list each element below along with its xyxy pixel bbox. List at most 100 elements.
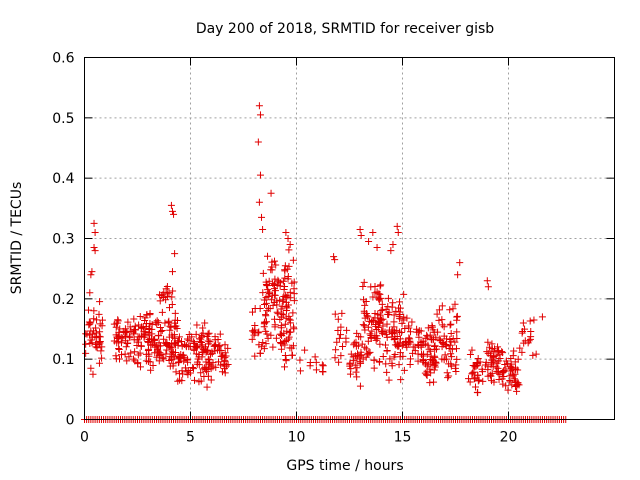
data-point: [435, 316, 443, 324]
data-point: [214, 358, 222, 366]
data-point: [352, 368, 360, 376]
y-tick-label: 0.5: [52, 111, 74, 127]
data-point: [388, 326, 396, 334]
data-point: [290, 290, 298, 298]
data-point-outlier: [387, 247, 395, 255]
data-point: [442, 341, 450, 349]
data-point: [360, 278, 368, 286]
data-point: [331, 354, 339, 362]
data-point: [346, 360, 354, 368]
data-point: [377, 294, 385, 302]
y-tick-label: 0.4: [52, 171, 74, 187]
data-point: [476, 358, 484, 366]
data-point: [286, 316, 294, 324]
data-point: [494, 347, 502, 355]
data-point: [360, 296, 368, 304]
data-point: [270, 285, 278, 293]
data-point: [366, 330, 374, 338]
data-point: [367, 334, 375, 342]
data-point: [446, 336, 454, 344]
data-point: [396, 298, 404, 306]
data-point: [155, 357, 163, 365]
data-point: [202, 358, 210, 366]
data-point: [411, 343, 419, 351]
data-point: [263, 330, 271, 338]
data-point: [268, 296, 276, 304]
data-point: [426, 379, 434, 387]
data-point: [400, 316, 408, 324]
data-point: [270, 291, 278, 299]
data-point: [271, 257, 279, 265]
data-point: [190, 346, 198, 354]
data-point: [419, 337, 427, 345]
data-point: [397, 328, 405, 336]
data-point: [471, 375, 479, 383]
data-point: [182, 343, 190, 351]
data-point: [424, 341, 432, 349]
data-point: [451, 364, 459, 372]
data-point: [216, 330, 224, 338]
data-point: [373, 288, 381, 296]
data-point: [262, 340, 270, 348]
data-point: [445, 345, 453, 353]
data-point: [384, 294, 392, 302]
y-tick-label: 0.3: [52, 232, 74, 248]
data-point: [175, 358, 183, 366]
data-point: [193, 321, 201, 329]
data-point: [351, 352, 359, 360]
data-point: [394, 304, 402, 312]
data-point: [508, 381, 516, 389]
data-point: [376, 282, 384, 290]
data-point: [162, 296, 170, 304]
data-point: [165, 356, 173, 364]
data-point-outlier: [267, 189, 275, 197]
data-points: [81, 102, 570, 423]
data-point: [489, 353, 497, 361]
data-point: [207, 376, 215, 384]
data-point: [481, 361, 489, 369]
data-point: [337, 331, 345, 339]
data-point: [339, 343, 347, 351]
data-point: [160, 288, 168, 296]
data-point: [280, 285, 288, 293]
data-point: [405, 334, 413, 342]
data-point: [383, 333, 391, 341]
data-point: [251, 322, 259, 330]
data-point: [447, 350, 455, 358]
data-point: [364, 323, 372, 331]
data-point: [141, 328, 149, 336]
data-point: [281, 320, 289, 328]
data-point: [390, 336, 398, 344]
data-point: [281, 266, 289, 274]
data-point: [279, 277, 287, 285]
data-point: [353, 329, 361, 337]
data-point: [353, 364, 361, 372]
data-point: [165, 304, 173, 312]
data-point-outlier: [530, 316, 538, 324]
data-point: [368, 318, 376, 326]
data-point: [338, 309, 346, 317]
data-point: [271, 315, 279, 323]
data-point: [98, 354, 106, 362]
data-point: [280, 293, 288, 301]
data-point-outlier: [369, 228, 377, 236]
chart-title: Day 200 of 2018, SRMTID for receiver gis…: [196, 21, 494, 37]
data-point: [488, 340, 496, 348]
data-point: [335, 334, 343, 342]
data-point: [363, 312, 371, 320]
data-point-outlier: [86, 289, 94, 297]
data-point-outlier: [365, 238, 373, 246]
data-point: [269, 301, 277, 309]
data-point: [146, 311, 154, 319]
data-point: [318, 361, 326, 369]
data-point: [148, 335, 156, 343]
data-point: [284, 275, 292, 283]
data-point: [266, 290, 274, 298]
data-point: [532, 350, 540, 358]
data-point: [158, 308, 166, 316]
data-point: [129, 355, 137, 363]
data-point: [383, 347, 391, 355]
data-point: [415, 333, 423, 341]
data-point: [374, 310, 382, 318]
data-point: [526, 317, 534, 325]
